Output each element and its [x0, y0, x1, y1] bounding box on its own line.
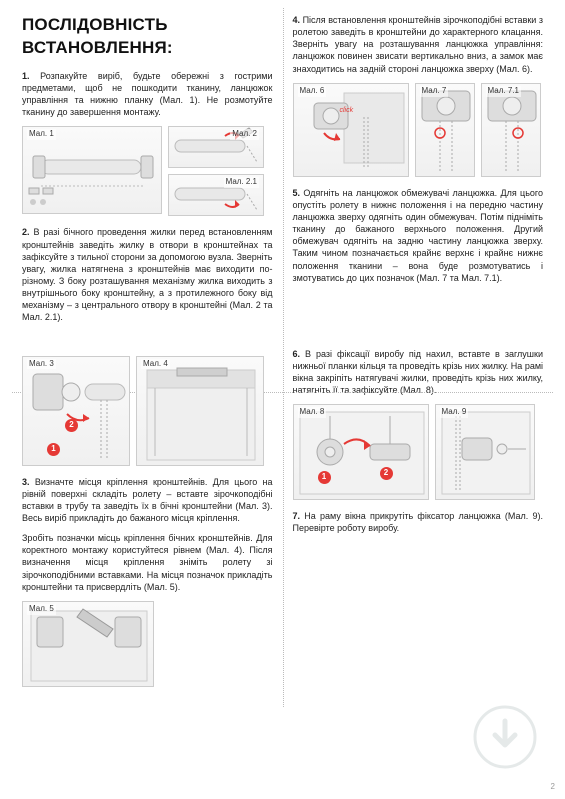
- step-7-num: 7.: [293, 511, 301, 521]
- step-6-num: 6.: [293, 349, 301, 359]
- step-1: 1. Розпакуйте виріб, будьте обережні з г…: [22, 70, 273, 119]
- fig-row-3-4: Мал. 3 2 1 Мал. 4: [22, 356, 273, 466]
- fig-7-1-svg: [482, 83, 540, 177]
- fig-2-1-label: Мал. 2.1: [224, 177, 259, 188]
- fig-7-1-label: Мал. 7.1: [486, 86, 521, 97]
- step-2-num: 2.: [22, 227, 30, 237]
- step-7-text: На раму вікна прикрутіть фіксатор ланцюж…: [293, 511, 544, 533]
- step-6-text: В разі фіксації виробу під нахил, вставт…: [293, 349, 544, 395]
- cell-top-right: 4. Після встановлення кронштейнів зірочк…: [283, 8, 554, 342]
- badge-2: 2: [65, 419, 78, 432]
- step-5-text: Одягніть на ланцюжок обмежувачі ланцюжка…: [293, 188, 544, 283]
- page-number: 2: [551, 782, 555, 793]
- fig-7-1: Мал. 7.1: [481, 83, 541, 177]
- vertical-divider: [283, 8, 284, 707]
- fig-9: Мал. 9: [435, 404, 535, 500]
- fig-3-label: Мал. 3: [27, 359, 56, 370]
- fig-7-label: Мал. 7: [420, 86, 449, 97]
- fig-4-label: Мал. 4: [141, 359, 170, 370]
- step-3: 3. Визначте місця кріплення кронштейнів.…: [22, 476, 273, 525]
- cell-top-left: ПОСЛІДОВНІСТЬ ВСТАНОВЛЕННЯ: 1. Розпакуйт…: [12, 8, 283, 342]
- step-5: 5. Одягніть на ланцюжок обмежувачі ланцю…: [293, 187, 544, 284]
- step-1-text: Розпакуйте виріб, будьте обережні з гост…: [22, 71, 273, 117]
- badge-2b: 2: [380, 467, 393, 480]
- fig-8-svg: [294, 404, 428, 500]
- fig-1-label: Мал. 1: [27, 129, 56, 140]
- step-5-num: 5.: [293, 188, 301, 198]
- fig-3-svg: [23, 356, 129, 466]
- fig-8: Мал. 8 1 2: [293, 404, 429, 500]
- fig-5: Мал. 5: [22, 601, 154, 687]
- fig-2-stack: Мал. 2 Мал. 2.1: [168, 126, 264, 216]
- watermark-icon: [473, 705, 537, 769]
- step-1-num: 1.: [22, 71, 30, 81]
- fig-7-svg: [416, 83, 474, 177]
- step-2: 2. В разі бічного проведення жилки перед…: [22, 226, 273, 323]
- step-6: 6. В разі фіксації виробу під нахил, вст…: [293, 348, 544, 397]
- page-title: ПОСЛІДОВНІСТЬ ВСТАНОВЛЕННЯ:: [22, 14, 273, 60]
- badge-1b: 1: [318, 471, 331, 484]
- step-4: 4. Після встановлення кронштейнів зірочк…: [293, 14, 544, 75]
- step-2-text: В разі бічного проведення жилки перед вс…: [22, 227, 273, 322]
- click-label: click: [340, 106, 354, 115]
- fig-row-8-9: Мал. 8 1 2 Мал. 9: [293, 404, 544, 500]
- fig-9-label: Мал. 9: [440, 407, 469, 418]
- fig-6-svg: [294, 83, 408, 177]
- fig-4: Мал. 4: [136, 356, 264, 466]
- fig-5-label: Мал. 5: [27, 604, 56, 615]
- fig-row-5: Мал. 5: [22, 601, 273, 687]
- badge-1: 1: [47, 443, 60, 456]
- fig-9-svg: [436, 404, 534, 500]
- fig-4-svg: [137, 356, 263, 466]
- step-3b-text: Зробіть позначки місць кріплення бічних …: [22, 533, 273, 592]
- cell-bottom-right: 6. В разі фіксації виробу під нахил, вст…: [283, 342, 554, 707]
- fig-8-label: Мал. 8: [298, 407, 327, 418]
- step-3-text: Визначте місця кріплення кронштейнів. Дл…: [22, 477, 273, 523]
- fig-2-label: Мал. 2: [230, 129, 259, 140]
- fig-2: Мал. 2: [168, 126, 264, 168]
- fig-1: Мал. 1: [22, 126, 162, 214]
- step-4-num: 4.: [293, 15, 301, 25]
- fig-6: Мал. 6 click: [293, 83, 409, 177]
- instruction-page: ПОСЛІДОВНІСТЬ ВСТАНОВЛЕННЯ: 1. Розпакуйт…: [0, 0, 565, 719]
- fig-7: Мал. 7: [415, 83, 475, 177]
- cell-bottom-left: Мал. 3 2 1 Мал. 4: [12, 342, 283, 707]
- step-7: 7. На раму вікна прикрутіть фіксатор лан…: [293, 510, 544, 534]
- fig-row-1-2: Мал. 1 Мал. 2: [22, 126, 273, 216]
- step-4-text: Після встановлення кронштейнів зірочкопо…: [293, 15, 544, 74]
- fig-6-label: Мал. 6: [298, 86, 327, 97]
- step-3-num: 3.: [22, 477, 30, 487]
- fig-2-1: Мал. 2.1: [168, 174, 264, 216]
- step-3b: Зробіть позначки місць кріплення бічних …: [22, 532, 273, 593]
- fig-3: Мал. 3 2 1: [22, 356, 130, 466]
- fig-row-6-7: Мал. 6 click Мал. 7: [293, 83, 544, 177]
